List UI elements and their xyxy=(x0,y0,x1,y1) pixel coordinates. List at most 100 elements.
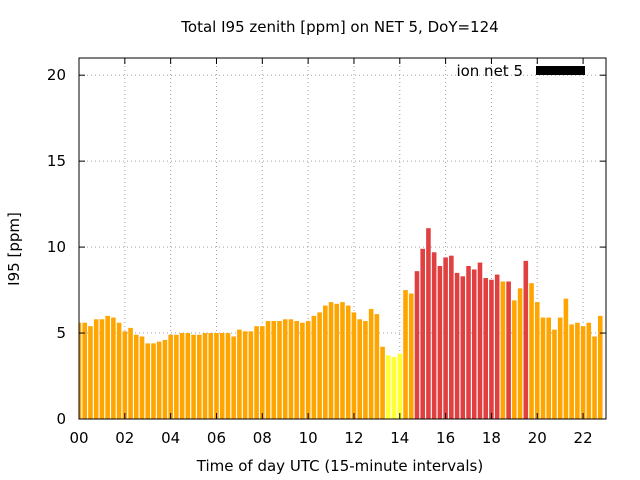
bar xyxy=(139,336,145,419)
bar xyxy=(151,343,156,419)
x-tick-label: 18 xyxy=(482,429,501,447)
plot-border xyxy=(78,57,607,420)
bar xyxy=(219,333,225,419)
bar xyxy=(93,319,99,419)
bar xyxy=(540,317,546,419)
bar xyxy=(305,321,311,419)
y-tick-label: 5 xyxy=(56,324,66,342)
bar xyxy=(334,303,340,419)
bar xyxy=(179,333,185,419)
bar xyxy=(185,333,191,419)
bar xyxy=(580,326,586,419)
bar xyxy=(225,333,231,419)
x-axis-label: Time of day UTC (15-minute intervals) xyxy=(196,457,483,475)
x-tick-label: 10 xyxy=(299,429,318,447)
y-tick-label: 0 xyxy=(56,410,66,428)
bar xyxy=(420,248,425,419)
bar xyxy=(414,271,420,419)
x-tick-label: 04 xyxy=(161,429,180,447)
bar xyxy=(408,293,414,419)
bar xyxy=(265,321,271,419)
x-tick-label: 00 xyxy=(69,429,88,447)
bar xyxy=(523,260,529,419)
bar xyxy=(391,357,397,419)
bars xyxy=(79,228,603,419)
x-tick-label: 20 xyxy=(528,429,547,447)
bar xyxy=(397,353,403,419)
bar xyxy=(454,272,460,419)
bar xyxy=(79,322,82,419)
bar xyxy=(214,333,219,419)
bar xyxy=(105,315,110,419)
bar xyxy=(88,326,93,419)
ticks: 00 02 04 06 08 10 12 14 16 18 20 22 0 5 10 15 20 xyxy=(47,58,606,447)
bar xyxy=(260,326,265,419)
bar xyxy=(363,321,368,419)
bar xyxy=(300,322,305,419)
bar xyxy=(174,334,179,419)
bar xyxy=(231,336,236,419)
bar xyxy=(449,255,454,419)
bar xyxy=(156,341,162,419)
bar xyxy=(116,322,122,419)
bar xyxy=(586,322,592,419)
y-tick-label: 20 xyxy=(47,66,66,84)
bar xyxy=(529,283,534,419)
x-tick-label: 14 xyxy=(390,429,409,447)
bar xyxy=(351,312,357,419)
bar xyxy=(471,269,477,419)
bar xyxy=(460,276,466,419)
bar xyxy=(386,355,391,419)
bar xyxy=(437,266,443,419)
legend-label: ion net 5 xyxy=(456,62,523,80)
bar xyxy=(208,333,214,419)
bar xyxy=(340,302,345,419)
bar xyxy=(145,343,151,419)
bar xyxy=(133,334,139,419)
legend-swatch xyxy=(536,66,585,75)
bar xyxy=(443,257,448,419)
bar xyxy=(597,315,603,419)
x-tick-label: 02 xyxy=(115,429,134,447)
bar xyxy=(282,319,288,419)
bar xyxy=(277,321,282,419)
x-tick-label: 16 xyxy=(436,429,455,447)
bar xyxy=(466,266,471,419)
x-tick-label: 12 xyxy=(344,429,363,447)
bar xyxy=(506,281,511,419)
bar xyxy=(592,336,597,419)
bar xyxy=(82,322,88,419)
bar xyxy=(168,334,173,419)
bar xyxy=(311,315,317,419)
bar xyxy=(489,279,494,419)
bar xyxy=(500,281,506,419)
bar xyxy=(575,322,580,419)
bar xyxy=(403,290,408,419)
bar xyxy=(345,305,351,419)
bar xyxy=(563,298,569,419)
bar xyxy=(128,327,133,419)
bar xyxy=(237,329,242,419)
bar xyxy=(328,302,334,419)
bar xyxy=(294,321,299,419)
y-tick-label: 10 xyxy=(47,238,66,256)
bar xyxy=(368,308,374,419)
bar xyxy=(99,319,105,419)
bar xyxy=(517,288,523,419)
bar xyxy=(512,300,517,419)
x-tick-label: 06 xyxy=(207,429,226,447)
bar xyxy=(111,317,116,419)
bar xyxy=(254,326,259,419)
bar xyxy=(202,333,208,419)
bar xyxy=(317,312,322,419)
bar xyxy=(374,314,380,419)
bar xyxy=(191,334,196,419)
bar xyxy=(431,252,437,419)
bar xyxy=(557,317,563,419)
x-tick-label: 22 xyxy=(574,429,593,447)
bar xyxy=(426,228,431,419)
legend: ion net 5 xyxy=(456,62,585,80)
y-tick-label: 15 xyxy=(47,152,66,170)
